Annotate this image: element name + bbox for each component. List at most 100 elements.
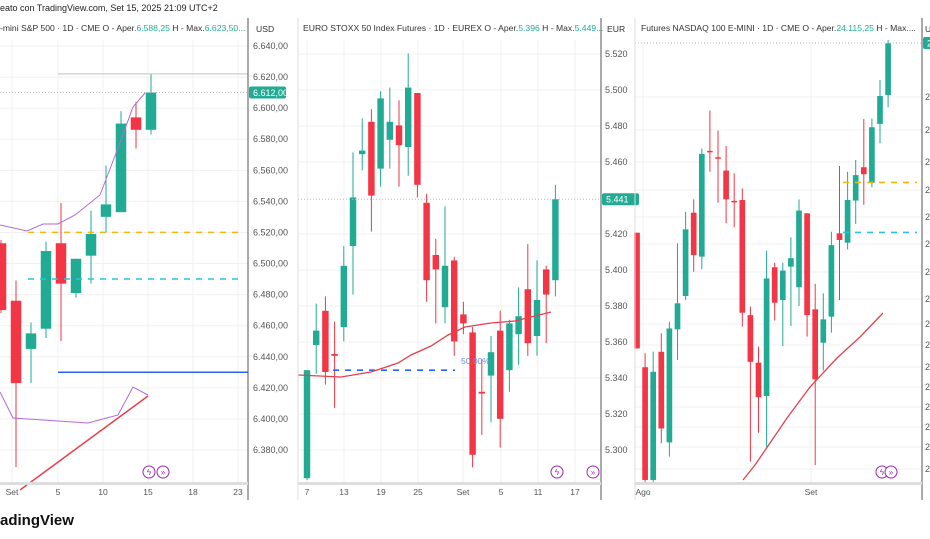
currency-usd-cut: U [925,24,930,34]
candle-up [358,150,366,155]
y-tick-label: 24 [925,125,930,135]
candle-down [542,269,550,295]
candle-up [666,328,673,443]
candle-up [877,96,883,124]
candle-down [395,125,403,146]
candle-down [723,170,729,200]
tradingview-logo: adingView [0,512,74,529]
candle-up [40,251,52,329]
ma-purple-line [0,92,146,232]
x-tick-label: 13 [339,487,349,497]
candle-up [552,199,559,281]
candle-up [303,370,311,479]
candle-up [885,43,891,96]
candle-down [450,260,458,342]
last-price-label: 5.441 [606,195,629,205]
y-tick-label: 23 [925,319,930,329]
candle-down [739,199,746,313]
y-tick-label: 6.400,00 [253,414,288,424]
y-tick-label: 6.580,00 [253,134,288,144]
x-tick-label: 7 [305,487,310,497]
candle-up [85,233,97,256]
lightning-icon-glyph: ϟ [147,468,152,477]
last-price-badge [602,193,639,206]
y-tick-label: 5.520 [605,49,628,59]
time-axis-bar [635,482,922,485]
candle-up [100,204,112,217]
candle-up [820,319,827,343]
fib-label: 50.00% [461,356,490,366]
y-tick-label: 5.480 [605,121,628,131]
candle-up [506,323,513,371]
candle-up [25,333,37,349]
split-icon [156,465,170,479]
x-tick-label: 5 [56,487,61,497]
y-tick-label: 23 [925,267,930,277]
y-tick-label: 23 [925,239,930,249]
last-price-label: 6.612,00 [253,88,288,98]
candle-up [828,245,835,317]
caption: eato con TradingView.com, Set 15, 2025 2… [0,3,218,13]
split-icon-glyph: » [161,468,166,477]
y-tick-label: 5.500 [605,85,628,95]
lightning-icon [142,465,156,479]
x-tick-label: 18 [188,487,198,497]
candle-down [368,121,375,196]
x-tick-label: 10 [98,487,108,497]
y-tick-label: 23 [925,294,930,304]
y-tick-label: 23 [925,212,930,222]
chart-marks: 6.640,00 6.620,00 6.600,00 6.580,00 6.560,00… [0,37,930,497]
candle-up [698,153,705,257]
candle-up [441,265,449,308]
candle-down [812,309,819,380]
y-tick-label: 23 [925,340,930,350]
candle-down [804,213,810,316]
x-tick-label: 5 [499,487,504,497]
y-tick-label: 6.460,00 [253,321,288,331]
y-tick-label: 5.320 [605,409,628,419]
split-icon-glyph: » [591,468,596,477]
y-tick-label: 23 [925,402,930,412]
y-tick-label: 5.420 [605,229,628,239]
candle-up [869,127,875,183]
candle-up [404,87,412,147]
candle-down [860,167,867,175]
candle-down [496,330,504,419]
candle-down [642,367,648,480]
candle-down [460,314,467,324]
candle-down [414,93,421,185]
lightning-icon-glyph: ϟ [555,468,560,477]
x-tick-label: 11 [534,487,543,497]
candle-down [707,150,713,153]
candle-up [779,270,786,300]
candle-down [322,310,329,372]
candle-up [796,210,802,288]
x-tick-label: Set [457,487,470,497]
legend-eurostoxx: EURO STOXX 50 Index Futures · 1D · EUREX… [303,23,603,33]
x-tick-label: Set [6,487,19,497]
candle-down [747,315,754,362]
candle-up [650,371,657,480]
y-tick-label: 6.380,00 [253,445,288,455]
legend-sp500: -mini S&P 500 · 1D · CME O - Aper.6.588,… [0,23,245,33]
x-tick-label: Set [805,487,818,497]
candle-up [852,175,859,201]
currency-eur: EUR [607,24,625,34]
candle-down [478,391,486,394]
y-tick-label: 23 [925,382,930,392]
y-tick-label: 6.540,00 [253,196,288,206]
candle-down [423,202,430,281]
y-tick-label: 23 [925,442,930,452]
candle-down [55,243,67,284]
candle-up [763,278,770,397]
y-tick-label: 6.620,00 [253,72,288,82]
ma-red-line [742,312,884,481]
x-tick-label: 25 [413,487,423,497]
time-axis-bar [298,482,601,485]
candle-down [836,233,843,240]
candle-up [788,258,794,267]
candle-down [130,117,142,130]
y-tick-label: 23 [925,422,930,432]
y-tick-label: 6.420,00 [253,383,288,393]
